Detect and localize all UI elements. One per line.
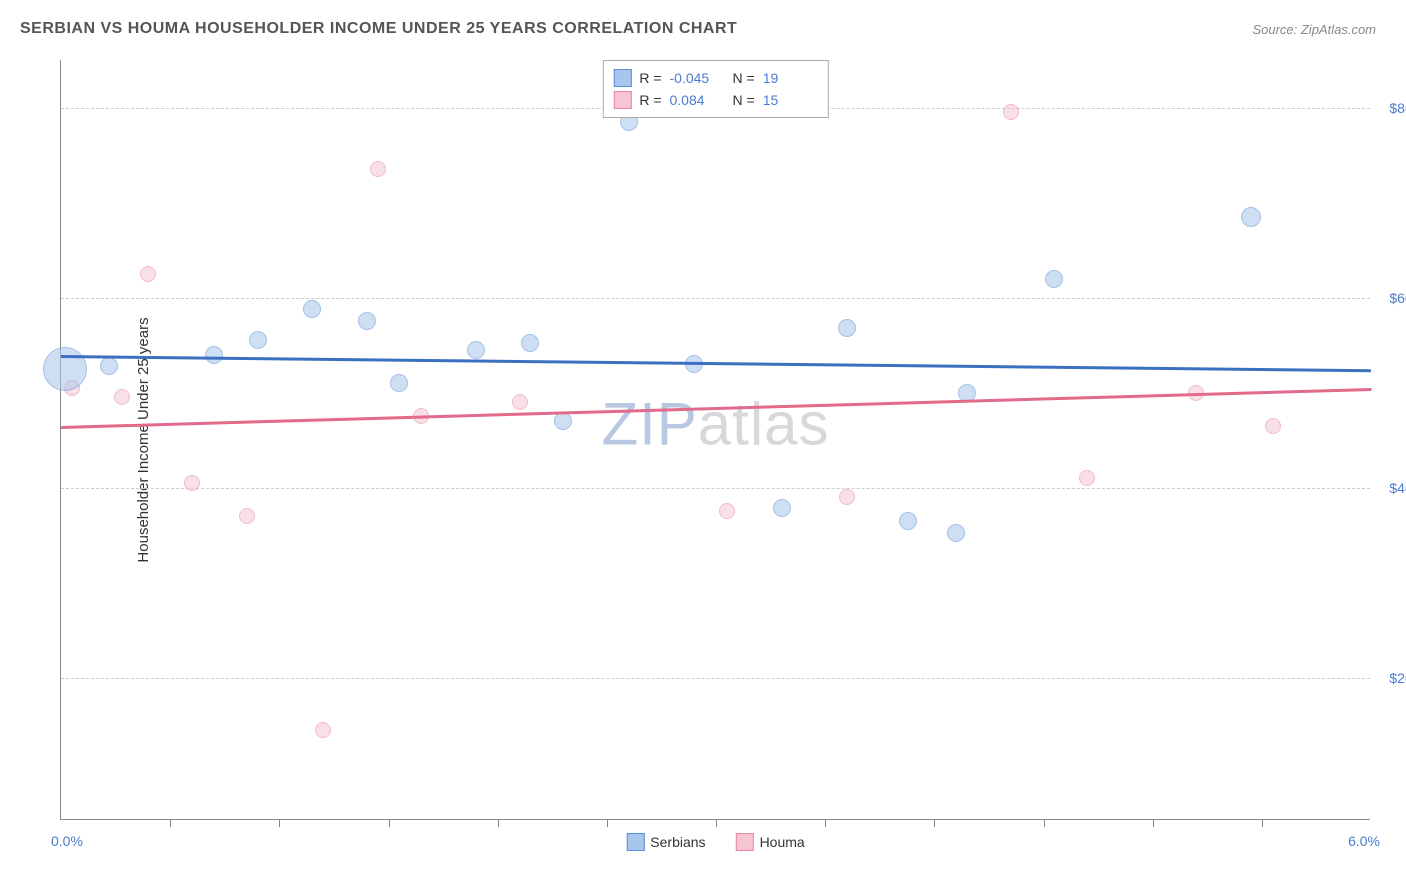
x-tick <box>279 819 280 827</box>
data-point-serbians <box>521 334 539 352</box>
data-point-serbians <box>899 512 917 530</box>
y-tick-label: $80,000 <box>1389 100 1406 116</box>
y-tick-label: $20,000 <box>1389 670 1406 686</box>
r-label: R = <box>639 70 661 86</box>
n-label: N = <box>733 70 755 86</box>
x-axis-label-min: 0.0% <box>51 833 83 849</box>
y-tick-label: $60,000 <box>1389 290 1406 306</box>
y-tick-label: $40,000 <box>1389 480 1406 496</box>
data-point-serbians <box>947 524 965 542</box>
gridline <box>61 678 1370 679</box>
watermark-bold: ZIP <box>601 391 697 458</box>
data-point-houma <box>719 503 735 519</box>
trend-line-houma <box>61 388 1371 428</box>
r-label: R = <box>639 92 661 108</box>
x-axis-label-max: 6.0% <box>1348 833 1380 849</box>
gridline <box>61 488 1370 489</box>
x-tick <box>934 819 935 827</box>
data-point-serbians <box>43 347 87 391</box>
n-label: N = <box>733 92 755 108</box>
legend-swatch-houma <box>736 833 754 851</box>
gridline <box>61 298 1370 299</box>
data-point-houma <box>239 508 255 524</box>
data-point-serbians <box>205 346 223 364</box>
legend-stats-row-houma: R = 0.084 N = 15 <box>613 89 817 111</box>
data-point-houma <box>1265 418 1281 434</box>
legend-series: Serbians Houma <box>626 833 804 851</box>
x-tick <box>389 819 390 827</box>
data-point-serbians <box>100 357 118 375</box>
data-point-serbians <box>554 412 572 430</box>
data-point-houma <box>512 394 528 410</box>
legend-swatch-serbians <box>626 833 644 851</box>
data-point-houma <box>839 489 855 505</box>
legend-item-serbians: Serbians <box>626 833 705 851</box>
source-attribution: Source: ZipAtlas.com <box>1252 22 1376 37</box>
legend-swatch-houma <box>613 91 631 109</box>
n-value-serbians: 19 <box>763 70 818 86</box>
data-point-houma <box>315 722 331 738</box>
data-point-serbians <box>249 331 267 349</box>
r-value-houma: 0.084 <box>670 92 725 108</box>
r-value-serbians: -0.045 <box>670 70 725 86</box>
plot-area: ZIPatlas Householder Income Under 25 yea… <box>60 60 1370 820</box>
legend-swatch-serbians <box>613 69 631 87</box>
data-point-serbians <box>467 341 485 359</box>
data-point-serbians <box>358 312 376 330</box>
watermark-light: atlas <box>698 391 830 458</box>
chart-title: SERBIAN VS HOUMA HOUSEHOLDER INCOME UNDE… <box>20 20 737 38</box>
data-point-houma <box>140 266 156 282</box>
x-tick <box>498 819 499 827</box>
y-axis-title: Householder Income Under 25 years <box>135 317 152 562</box>
data-point-houma <box>184 475 200 491</box>
legend-item-houma: Houma <box>736 833 805 851</box>
x-tick <box>1262 819 1263 827</box>
legend-stats-row-serbians: R = -0.045 N = 19 <box>613 67 817 89</box>
x-tick <box>607 819 608 827</box>
data-point-houma <box>1079 470 1095 486</box>
trend-line-serbians <box>61 355 1371 372</box>
x-tick <box>1153 819 1154 827</box>
data-point-serbians <box>1045 270 1063 288</box>
data-point-serbians <box>1241 207 1261 227</box>
legend-label-serbians: Serbians <box>650 834 705 850</box>
x-tick <box>825 819 826 827</box>
data-point-serbians <box>838 319 856 337</box>
data-point-serbians <box>303 300 321 318</box>
data-point-houma <box>370 161 386 177</box>
data-point-houma <box>1003 104 1019 120</box>
watermark: ZIPatlas <box>601 390 829 459</box>
x-tick <box>170 819 171 827</box>
x-tick <box>1044 819 1045 827</box>
legend-stats: R = -0.045 N = 19 R = 0.084 N = 15 <box>602 60 828 118</box>
data-point-serbians <box>390 374 408 392</box>
data-point-serbians <box>773 499 791 517</box>
data-point-houma <box>114 389 130 405</box>
n-value-houma: 15 <box>763 92 818 108</box>
legend-label-houma: Houma <box>760 834 805 850</box>
x-tick <box>716 819 717 827</box>
